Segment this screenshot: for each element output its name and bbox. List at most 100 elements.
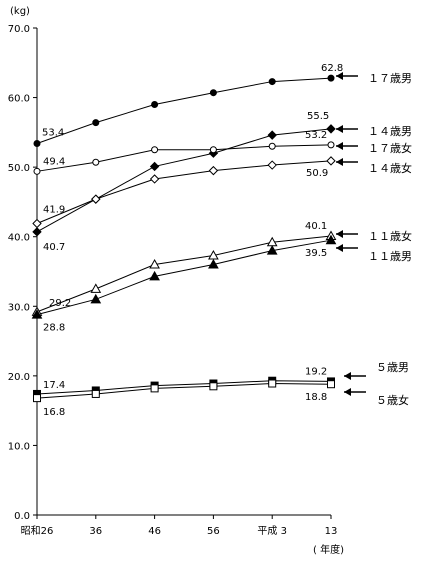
legend-label: １１歳女 <box>368 229 412 243</box>
data-point-１１歳男 <box>90 293 102 304</box>
data-point-５歳女 <box>91 389 100 398</box>
data-point-１７歳男 <box>327 74 335 82</box>
series-line-１７歳女 <box>36 144 332 172</box>
y-tick-label: 30.0 <box>8 302 30 313</box>
data-point-１１歳女 <box>149 259 160 269</box>
data-point-１７歳男 <box>209 89 217 97</box>
y-tick-label: 10.0 <box>8 441 30 452</box>
x-tick-label: 36 <box>89 526 102 537</box>
data-label: 16.8 <box>43 407 65 418</box>
legend-item-１７歳女: １７歳女 <box>336 141 412 155</box>
data-point-１７歳男 <box>268 78 276 86</box>
legend-item-５歳男: ５歳男 <box>344 361 409 380</box>
series-markers <box>31 74 337 403</box>
data-label: 40.1 <box>305 221 327 232</box>
data-label: 40.7 <box>43 242 65 253</box>
legend-item-１４歳男: １４歳男 <box>336 125 412 138</box>
data-label: 50.9 <box>306 168 328 179</box>
legend-arrow-head <box>336 142 343 150</box>
x-tick-label: 昭和26 <box>21 525 54 537</box>
data-point-１４歳男 <box>326 124 336 134</box>
data-point-１４歳男 <box>32 227 42 237</box>
legend-item-１４歳女: １４歳女 <box>336 158 412 175</box>
data-point-１７歳女 <box>33 167 41 175</box>
data-point-１１歳男 <box>31 309 43 319</box>
data-point-１７歳男 <box>151 101 159 109</box>
data-point-５歳女 <box>268 379 277 388</box>
data-label: 55.5 <box>307 111 329 122</box>
data-label: 29.2 <box>49 298 71 309</box>
data-point-１１歳女 <box>208 249 219 260</box>
legend-item-１１歳男: １１歳男 <box>336 244 412 263</box>
x-tick-label: 13 <box>325 526 338 537</box>
legend-label: １４歳男 <box>368 125 412 138</box>
data-point-１１歳女 <box>90 283 102 293</box>
data-point-１７歳男 <box>92 119 100 127</box>
x-tick-label: 56 <box>207 526 220 537</box>
data-point-５歳女 <box>209 382 218 391</box>
x-tick-label: 平成 3 <box>257 525 287 537</box>
legend-arrow-head <box>336 125 343 133</box>
series-line-５歳女 <box>36 383 332 399</box>
data-label: 62.8 <box>321 63 343 74</box>
data-label: 49.4 <box>43 156 65 167</box>
legend-item-１７歳男: １７歳男 <box>336 72 412 85</box>
data-point-１７歳女 <box>327 141 335 149</box>
legend-label: １７歳女 <box>368 141 412 155</box>
legend-arrow-head <box>336 158 343 166</box>
data-point-１７歳男 <box>33 139 41 147</box>
data-label: 41.9 <box>43 204 65 215</box>
x-ticks: 昭和26 36 46 56 平成 3 13 <box>21 515 338 537</box>
data-label: 18.8 <box>305 392 327 403</box>
data-point-１４歳女 <box>91 194 101 204</box>
data-point-１１歳男 <box>208 259 219 269</box>
y-tick-label: 70.0 <box>8 24 30 35</box>
y-tick-label: 50.0 <box>8 163 30 174</box>
series-line-１７歳男 <box>36 77 332 144</box>
y-tick-label: 20.0 <box>8 372 30 383</box>
legend-arrow-head <box>344 388 351 396</box>
legend-label: １７歳男 <box>368 72 412 85</box>
data-label: 17.4 <box>43 380 65 391</box>
y-axis-unit: (kg) <box>10 6 30 17</box>
series-line-１４歳女 <box>36 160 332 224</box>
data-point-１１歳男 <box>266 245 278 255</box>
data-point-１１歳男 <box>149 270 160 281</box>
legend-arrow-head <box>344 372 351 380</box>
data-point-１７歳女 <box>268 142 276 150</box>
series-lines <box>36 77 332 399</box>
data-point-１４歳女 <box>267 160 277 170</box>
y-ticks: 0.0 10.0 20.0 30.0 40.0 50.0 60.0 70.0 <box>8 24 37 522</box>
series-line-５歳男 <box>36 380 332 395</box>
y-tick-label: 60.0 <box>8 94 30 105</box>
data-point-１４歳女 <box>149 174 160 184</box>
series-line-１１歳男 <box>36 239 332 316</box>
data-point-５歳女 <box>327 380 335 389</box>
data-point-１４歳男 <box>267 130 277 140</box>
y-tick-label: 0.0 <box>14 511 30 522</box>
data-point-５歳女 <box>33 394 41 403</box>
legend-label: ５歳男 <box>376 361 409 374</box>
x-axis-unit: ( 年度) <box>313 543 344 556</box>
data-labels: 53.4 62.8 40.7 55.5 49.4 53.2 41.9 50.9 29.2 40.1… <box>42 63 343 418</box>
data-label: 19.2 <box>305 366 327 377</box>
y-tick-label: 40.0 <box>8 233 30 244</box>
data-point-１１歳男 <box>325 234 337 245</box>
legend-label: １４歳女 <box>368 161 412 175</box>
data-point-１４歳女 <box>32 218 42 229</box>
series-line-１１歳女 <box>36 235 332 313</box>
legend-arrow-head <box>336 244 343 252</box>
data-point-５歳女 <box>150 384 159 393</box>
data-label: 53.4 <box>42 127 64 138</box>
data-point-１４歳女 <box>326 156 336 166</box>
x-tick-label: 46 <box>148 526 161 537</box>
legend-item-１１歳女: １１歳女 <box>336 229 412 243</box>
series-line-１４歳男 <box>36 128 332 233</box>
legend-arrow-head <box>336 72 343 80</box>
legend: １７歳男 １４歳男 １７歳女 １４歳女 １１歳女 １１歳男 ５歳男 ５歳女 <box>336 72 412 407</box>
data-point-１４歳男 <box>149 161 160 172</box>
data-label: 28.8 <box>43 323 65 334</box>
data-point-１７歳女 <box>151 146 159 154</box>
legend-label: １１歳男 <box>368 250 412 263</box>
